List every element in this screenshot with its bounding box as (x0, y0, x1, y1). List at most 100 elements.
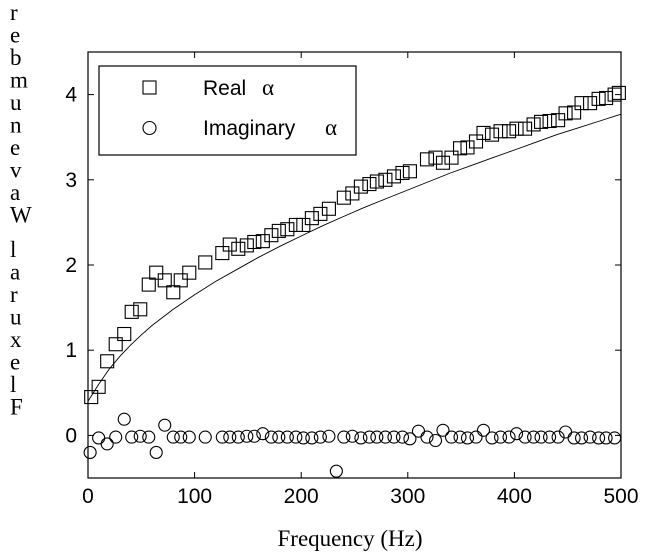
imaginary-alpha-point (296, 431, 310, 445)
imaginary-alpha-point (198, 430, 212, 444)
imaginary-alpha-point (502, 430, 516, 444)
real-alpha-point (435, 155, 451, 170)
legend-box (98, 65, 357, 156)
imaginary-alpha-point (256, 427, 270, 441)
real-alpha-point (198, 255, 213, 270)
imaginary-alpha-point (125, 430, 139, 444)
real-alpha-point (574, 96, 589, 111)
real-alpha-point (502, 124, 517, 139)
x-tick-label: 500 (603, 485, 638, 508)
imaginary-alpha-point (174, 430, 188, 444)
legend-imag-symbol: α (325, 115, 337, 140)
imaginary-alpha-point (428, 433, 443, 448)
real-alpha-point (336, 190, 351, 205)
x-tick-label: 400 (497, 485, 532, 508)
real-alpha-point (386, 169, 401, 184)
y-axis-title-glyph: a (10, 180, 20, 205)
x-tick-label: 300 (390, 485, 425, 508)
x-tick-label: 100 (177, 485, 212, 508)
y-axis-title-glyph: a (10, 260, 20, 285)
real-alpha-point (444, 150, 459, 165)
imaginary-alpha-point (345, 429, 359, 443)
real-alpha-point (149, 265, 164, 280)
real-alpha-point (558, 106, 573, 121)
real-alpha-point (452, 141, 468, 156)
y-axis-title-glyph: e (10, 135, 20, 160)
fit-curve-layer (87, 113, 622, 402)
imaginary-alpha-point (436, 423, 450, 437)
imaginary-alpha-point (395, 430, 410, 444)
x-tick-label: 200 (284, 485, 319, 508)
imaginary-alpha-point (337, 430, 351, 444)
real-alpha-point (493, 124, 508, 139)
real-alpha-point (304, 211, 319, 226)
imaginary-alpha-point (411, 424, 426, 438)
imaginary-alpha-point (608, 431, 622, 445)
y-axis-title-glyph: b (10, 45, 22, 70)
real-alpha-point (182, 265, 197, 280)
real-alpha-point (108, 337, 123, 352)
fit-curve-line (87, 113, 622, 402)
real-alpha-point (321, 201, 336, 216)
imaginary-alpha-point (182, 430, 196, 444)
real-alpha-point (84, 390, 99, 405)
imaginary-alpha-point (575, 431, 589, 445)
imaginary-alpha-point (289, 430, 303, 444)
data-markers (83, 85, 626, 478)
real-alpha-point (141, 277, 156, 292)
imaginary-alpha-point (534, 430, 548, 444)
y-axis-title-glyph: l (10, 237, 16, 262)
real-alpha-point (117, 326, 132, 342)
real-alpha-point (567, 105, 582, 120)
real-alpha-point (518, 121, 533, 136)
imaginary-alpha-point (485, 431, 499, 445)
real-alpha-point (533, 114, 549, 129)
y-tick-label: 4 (65, 84, 77, 107)
imaginary-alpha-point (592, 431, 606, 445)
real-alpha-point (215, 246, 230, 261)
y-axis-title-glyph: r (10, 0, 18, 25)
imaginary-alpha-point (272, 430, 286, 444)
y-axis-title-glyph: r (10, 282, 18, 307)
imaginary-alpha-point (280, 430, 294, 444)
legend-real-marker (142, 80, 157, 95)
imaginary-alpha-point (354, 431, 368, 445)
real-alpha-point (313, 206, 328, 221)
imaginary-alpha-point (109, 430, 123, 444)
real-alpha-point (419, 152, 435, 167)
imaginary-alpha-point (133, 429, 147, 443)
y-axis-title-glyph: x (10, 327, 22, 352)
y-tick-label: 2 (65, 254, 77, 277)
real-alpha-point (395, 165, 410, 181)
imaginary-alpha-point (149, 445, 163, 459)
imaginary-alpha-point (215, 430, 229, 444)
real-alpha-point (280, 222, 295, 237)
imaginary-alpha-point (387, 430, 401, 444)
real-alpha-point (468, 134, 484, 149)
imaginary-alpha-point (92, 431, 106, 445)
imaginary-alpha-point (420, 430, 434, 444)
legend-imag-marker (142, 120, 157, 136)
x-tick-label: 0 (82, 485, 94, 508)
y-axis-title-glyph: m (10, 68, 28, 93)
y-axis-title-glyph: e (10, 23, 20, 48)
imaginary-alpha-point (444, 430, 459, 444)
legend-real-symbol: α (262, 75, 274, 100)
real-alpha-point (526, 117, 541, 132)
real-alpha-point (362, 177, 377, 192)
real-alpha-point (124, 304, 139, 319)
imaginary-alpha-point (599, 431, 613, 445)
real-alpha-point (247, 234, 262, 250)
imaginary-alpha-point (264, 430, 278, 444)
y-tick-label: 3 (65, 169, 77, 192)
imaginary-alpha-point (223, 430, 237, 444)
real-alpha-point (542, 113, 557, 129)
real-alpha-point (166, 285, 181, 300)
real-alpha-point (173, 273, 188, 288)
imaginary-alpha-point (527, 430, 541, 444)
real-alpha-point (591, 91, 606, 106)
real-alpha-point (222, 237, 237, 252)
imaginary-alpha-point (509, 427, 524, 441)
imaginary-alpha-point (460, 431, 475, 445)
imaginary-alpha-point (158, 418, 172, 432)
